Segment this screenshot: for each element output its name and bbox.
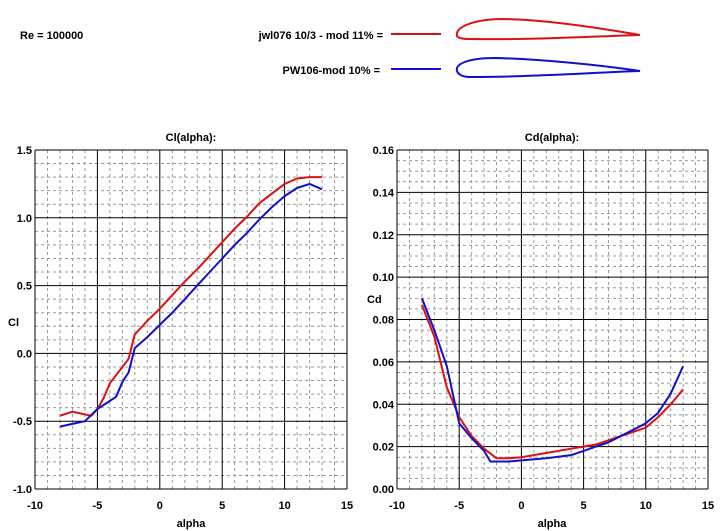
series-line-pw106-mod	[59, 182, 323, 428]
y-tick-label: 0.04	[373, 399, 395, 411]
series-line-jwl076	[420, 304, 684, 460]
y-tick-label: -0.5	[13, 416, 32, 428]
x-tick-label: -5	[93, 500, 103, 512]
x-tick-label: -10	[27, 500, 43, 512]
x-tick-label: 10	[640, 500, 652, 512]
legend-label-pw106: PW106-mod 10% =	[282, 65, 380, 77]
y-tick-label: 0.00	[373, 484, 394, 496]
x-tick-label: 5	[219, 500, 225, 512]
airfoil-pw106-icon	[455, 56, 641, 79]
airfoil-jwl076-icon	[455, 17, 641, 41]
y-tick-label: 0.14	[373, 187, 395, 199]
series-line-pw106-mod	[420, 297, 685, 463]
x-axis-label: alpha	[177, 518, 207, 530]
y-tick-label: 0.02	[373, 442, 394, 454]
x-axis-label: alpha	[538, 518, 568, 530]
y-axis-label: Cd	[367, 294, 382, 306]
chart-title: Cl(alpha):	[166, 132, 217, 144]
series-line-jwl076	[59, 176, 322, 417]
y-tick-label: 0.08	[373, 315, 394, 327]
legend-label-jwl076: jwl076 10/3 - mod 11% =	[258, 30, 383, 42]
y-tick-label: 0.12	[373, 230, 394, 242]
y-tick-label: 0.5	[17, 281, 32, 293]
x-tick-label: 0	[518, 500, 524, 512]
y-tick-label: 1.0	[17, 213, 32, 225]
y-axis-label: Cl	[8, 317, 19, 329]
x-tick-label: 0	[157, 500, 163, 512]
x-tick-label: -5	[454, 500, 464, 512]
x-tick-label: -10	[389, 500, 405, 512]
y-tick-label: 0.0	[17, 348, 32, 360]
x-tick-label: 10	[278, 500, 290, 512]
y-tick-label: 0.10	[373, 272, 394, 284]
y-tick-label: 1.5	[17, 145, 32, 157]
x-tick-label: 15	[341, 500, 353, 512]
cl-alpha-chart: Cl(alpha): Cl alpha -10 -5 0 5 10 15 -1.0 -0.5 0…	[8, 132, 353, 530]
x-tick-label: 15	[702, 500, 714, 512]
reynolds-label: Re = 100000	[20, 30, 83, 42]
y-tick-label: 0.16	[373, 145, 394, 157]
x-tick-label: 5	[581, 500, 587, 512]
cd-alpha-chart: Cd(alpha): Cd alpha -10 -5 0 5 10 15 0.00 0.02 0…	[367, 132, 714, 530]
y-tick-label: 0.06	[373, 357, 394, 369]
y-tick-label: -1.0	[13, 484, 32, 496]
chart-title: Cd(alpha):	[525, 132, 579, 144]
